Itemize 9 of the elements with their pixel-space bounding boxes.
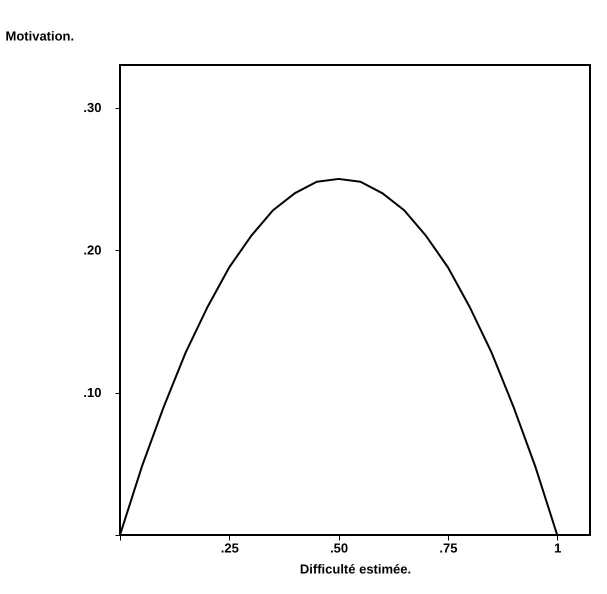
x-tick-label: .50 [330, 540, 348, 556]
y-tick-label: .20 [83, 242, 102, 258]
y-tick-label: .30 [83, 100, 102, 116]
y-tick-label: .10 [83, 385, 102, 400]
y-axis-title: Motivation. [6, 28, 74, 44]
x-axis-title: Difficulté estimée. [300, 562, 412, 576]
x-tick-label: 1 [554, 540, 562, 556]
x-tick-label: .25 [220, 540, 239, 556]
x-tick-label: .75 [439, 540, 458, 556]
